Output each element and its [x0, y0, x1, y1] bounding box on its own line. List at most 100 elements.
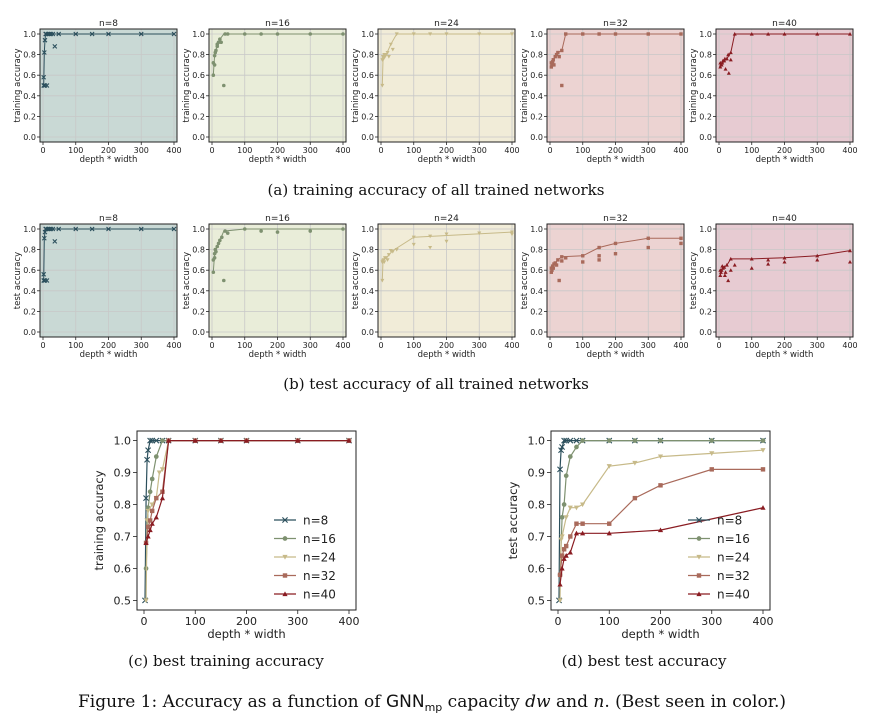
- data-point: [782, 259, 787, 264]
- data-point: [153, 454, 159, 459]
- data-point: [559, 534, 565, 540]
- data-point: [44, 278, 50, 283]
- data-point: [632, 495, 638, 501]
- legend-label: n=24: [303, 551, 336, 565]
- series-n=40: [143, 437, 352, 545]
- data-point: [782, 32, 787, 36]
- data-point: [138, 31, 144, 37]
- panel-title: n=24: [434, 214, 459, 224]
- data-point: [728, 268, 733, 272]
- figure-caption: Figure 1: Accuracy as a function of GNNm…: [78, 692, 786, 714]
- data-point: [563, 515, 569, 520]
- y-tick-label: 0.6: [192, 71, 205, 80]
- data-point: [613, 32, 618, 36]
- legend-label: n=40: [303, 588, 336, 602]
- x-tick-label: 100: [237, 341, 252, 350]
- data-point: [385, 50, 390, 55]
- legend: n=8 n=16 n=24 n=32 n=40: [274, 514, 336, 602]
- data-point: [657, 527, 664, 533]
- x-tick-label: 400: [673, 341, 688, 350]
- data-point: [558, 537, 564, 543]
- subfigure-b: n=8 0 100 200 300 400 0.0 0.2 0.4 0.6 0.8 1.0 depth …: [13, 214, 858, 360]
- data-point: [242, 32, 247, 36]
- x-tick-label: 300: [810, 341, 825, 350]
- x-tick-label: 0: [547, 146, 552, 155]
- data-point: [550, 60, 555, 64]
- legend-label: n=16: [717, 532, 750, 546]
- y-tick-label: 0.6: [530, 71, 543, 80]
- data-point: [556, 50, 560, 55]
- caption-d: (d) best test accuracy: [562, 652, 727, 670]
- data-point: [559, 565, 565, 571]
- data-point: [567, 505, 573, 511]
- data-point: [564, 32, 568, 36]
- x-tick-label: 400: [504, 341, 519, 350]
- data-point: [567, 454, 573, 459]
- data-point: [428, 32, 433, 36]
- data-point: [243, 437, 250, 443]
- data-point: [646, 236, 650, 240]
- data-point: [766, 32, 771, 36]
- data-point: [223, 229, 227, 233]
- data-point: [215, 244, 220, 249]
- x-tick-label: 100: [744, 341, 759, 350]
- data-point: [259, 229, 263, 233]
- panel-title: n=40: [772, 19, 797, 29]
- y-tick-label: 0.2: [192, 112, 205, 121]
- data-point: [581, 260, 585, 264]
- panel-b-1: n=16 0 100 200 300 400 0.0 0.2 0.4 0.6 0.8 1.0 depth…: [182, 214, 351, 360]
- data-point: [723, 270, 728, 274]
- data-point: [597, 258, 601, 262]
- x-tick-label: 300: [810, 146, 825, 155]
- legend-label: n=24: [717, 551, 750, 565]
- data-point: [50, 226, 56, 232]
- data-point: [411, 32, 416, 36]
- data-point: [723, 67, 728, 71]
- y-tick-label: 0.8: [361, 246, 374, 255]
- data-point: [308, 229, 313, 233]
- data-point: [560, 48, 564, 53]
- y-tick-label: 0.4: [192, 287, 205, 296]
- data-point: [597, 254, 601, 258]
- x-tick-label: 300: [641, 146, 656, 155]
- series-line: [559, 507, 764, 585]
- data-point: [171, 31, 177, 37]
- y-tick-label: 0.0: [699, 133, 712, 142]
- data-point: [143, 540, 149, 545]
- x-tick-label: 200: [777, 341, 792, 350]
- data-point: [573, 437, 580, 444]
- data-point: [212, 53, 217, 58]
- data-point: [709, 451, 715, 456]
- line-chart-d: 0 100 200 300 400 0.5 0.6 0.7 0.8 0.9 1.0 depth * w…: [506, 430, 774, 641]
- data-point: [557, 581, 563, 587]
- data-point: [50, 31, 56, 37]
- data-point: [388, 42, 393, 47]
- data-point: [411, 242, 416, 247]
- panel-a-0: n=8 0 100 200 300 400 0.0 0.2 0.4 0.6 0.8 1.0 depth …: [13, 19, 182, 165]
- data-point: [144, 456, 151, 463]
- data-point: [722, 58, 727, 63]
- y-tick-label: 0.7: [114, 530, 132, 543]
- legend-label: n=32: [717, 569, 750, 583]
- data-point: [52, 43, 58, 49]
- series-n=32: [557, 467, 766, 578]
- data-point: [510, 32, 514, 36]
- data-point: [728, 50, 733, 55]
- data-point: [722, 273, 727, 277]
- data-point: [341, 32, 345, 36]
- data-point: [724, 263, 729, 267]
- data-point: [719, 268, 724, 272]
- legend-marker: [282, 536, 288, 541]
- y-tick-label: 0.6: [699, 71, 712, 80]
- data-point: [56, 31, 62, 37]
- data-point: [848, 248, 852, 253]
- x-tick-label: 400: [335, 341, 350, 350]
- data-point: [561, 437, 568, 444]
- data-point: [732, 263, 737, 267]
- y-axis-label: test accuracy: [689, 252, 699, 309]
- x-tick-label: 300: [472, 341, 487, 350]
- x-tick-label: 0: [378, 341, 383, 350]
- data-point: [41, 235, 47, 241]
- y-tick-label: 0.6: [530, 266, 543, 275]
- data-point: [554, 263, 559, 267]
